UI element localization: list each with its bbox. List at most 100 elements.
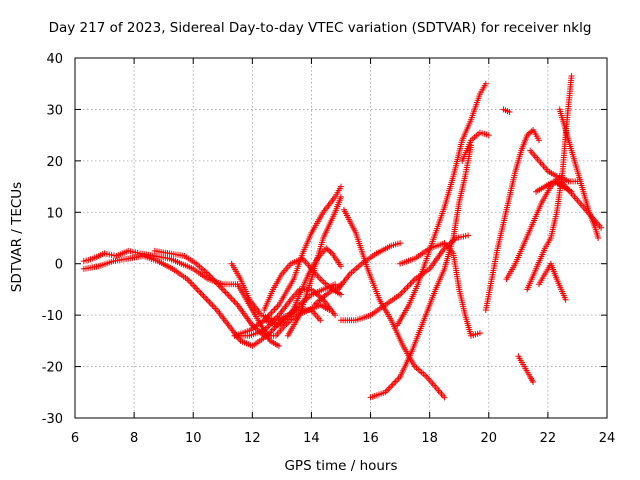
y-tick-label: 40 [46, 52, 63, 67]
x-axis-label: GPS time / hours [284, 458, 398, 474]
y-tick-label: 20 [46, 155, 63, 170]
data-point-fill [218, 284, 225, 291]
x-tick-label: 18 [421, 431, 438, 446]
x-tick-label: 20 [481, 431, 498, 446]
data-point-fill [212, 305, 219, 312]
series-s11 [335, 240, 404, 293]
y-tick-label: 0 [55, 258, 63, 273]
data-point [568, 188, 575, 195]
data-point-fill [231, 298, 238, 305]
data-point-fill [207, 300, 214, 307]
data-point-fill [525, 130, 532, 137]
data-point [482, 80, 489, 87]
data-point-fill [405, 282, 412, 289]
data-point [338, 291, 344, 298]
data-point-fill [327, 249, 334, 256]
data-point [530, 379, 537, 385]
data-point-fill [206, 299, 213, 306]
data-point [338, 281, 344, 288]
grid-lines [75, 58, 607, 418]
data-point-fill [188, 280, 195, 287]
data-point-fill [233, 300, 240, 307]
data-point [598, 224, 605, 231]
plot-frame [74, 57, 608, 419]
series-s15 [394, 80, 489, 329]
y-tick-label: -10 [42, 309, 63, 324]
data-point [562, 296, 569, 303]
data-point-fill [398, 290, 405, 297]
series-s2 [80, 253, 324, 349]
series-s1 [80, 247, 282, 349]
data-point-fill [274, 303, 281, 310]
data-point-fill [401, 286, 408, 293]
data-point [332, 312, 339, 319]
data-point [323, 245, 330, 252]
series-s26 [500, 106, 513, 115]
y-tick-label: 10 [46, 206, 63, 221]
data-point-fill [185, 277, 192, 284]
data-point [219, 286, 226, 293]
data-point-fill [403, 285, 410, 292]
data-point [338, 183, 344, 190]
data-point-fill [224, 291, 231, 298]
y-tick-label: -30 [42, 412, 63, 427]
data-point-fill [527, 129, 534, 136]
data-point-fill [191, 283, 198, 290]
data-point-fill [228, 295, 235, 302]
series-s8 [261, 245, 344, 329]
data-point-fill [194, 286, 201, 293]
data-point-fill [272, 304, 279, 311]
data-point [465, 232, 472, 239]
data-point-fill [410, 277, 417, 284]
x-tick-label: 24 [599, 431, 616, 446]
data-point-fill [202, 294, 209, 301]
data-point-fill [197, 290, 204, 297]
data-point-fill [196, 288, 203, 295]
x-tick-label: 14 [303, 431, 320, 446]
series-s23 [536, 260, 569, 303]
series-s17 [459, 129, 492, 164]
data-points [80, 73, 605, 401]
data-point [275, 343, 282, 349]
series-s16 [397, 240, 483, 339]
data-point-fill [394, 376, 401, 383]
data-point-fill [270, 308, 277, 315]
data-point [397, 240, 404, 247]
data-point-fill [227, 294, 234, 301]
data-point-fill [203, 296, 210, 303]
data-point-fill [528, 128, 535, 135]
y-tick-label: -20 [42, 361, 63, 376]
data-point-fill [324, 246, 331, 253]
data-point [338, 193, 344, 200]
data-point-fill [225, 292, 232, 299]
x-tick-label: 12 [244, 431, 261, 446]
series-s25 [533, 178, 575, 195]
data-point-fill [408, 279, 415, 286]
data-point-fill [400, 288, 407, 295]
data-point [524, 132, 531, 139]
data-point [568, 73, 575, 79]
data-point-fill [230, 297, 237, 304]
x-tick-label: 10 [185, 431, 202, 446]
series-s14 [367, 142, 475, 401]
data-point-fill [210, 303, 217, 310]
data-point-fill [386, 384, 393, 391]
data-point-fill [391, 380, 398, 387]
data-point [506, 109, 513, 115]
y-tick-label: 30 [46, 103, 63, 118]
data-point-fill [270, 326, 277, 333]
data-point [317, 317, 324, 324]
data-point-fill [222, 289, 229, 296]
series-s12 [311, 281, 344, 308]
data-point-fill [212, 278, 219, 285]
data-point-fill [389, 381, 396, 388]
x-tick-label: 8 [130, 431, 138, 446]
data-point-fill [388, 383, 395, 390]
data-point-fill [200, 293, 207, 300]
data-point-fill [209, 302, 216, 309]
data-point-fill [385, 386, 392, 393]
data-point-fill [271, 306, 278, 313]
chart-title: Day 217 of 2023, Sidereal Day-to-day VTE… [48, 20, 592, 36]
data-point-fill [193, 285, 200, 292]
